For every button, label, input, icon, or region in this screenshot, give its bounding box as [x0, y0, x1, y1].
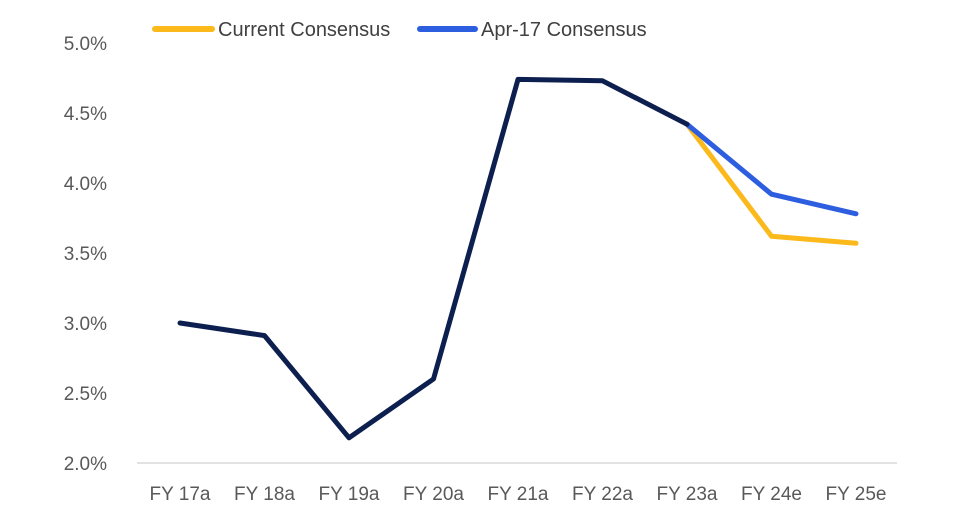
x-tick-label: FY 21a: [488, 484, 549, 505]
x-tick-label: FY 25e: [826, 484, 887, 505]
y-tick-label: 2.5%: [64, 384, 107, 405]
x-tick-label: FY 19a: [319, 484, 380, 505]
x-axis: FY 17a FY 18a FY 19a FY 20a FY 21a FY 22a FY 2…: [150, 484, 887, 505]
y-tick-label: 5.0%: [64, 34, 107, 55]
y-axis: 2.0% 2.5% 3.0% 3.5% 4.0% 4.5% 5.0%: [64, 34, 107, 475]
series-line-apr-17-consensus: [684, 121, 859, 217]
series-line-actual: [177, 76, 690, 441]
x-tick-label: FY 17a: [150, 484, 211, 505]
y-tick-label: 3.5%: [64, 244, 107, 265]
x-tick-label: FY 24e: [741, 484, 802, 505]
legend-label-current-consensus: Current Consensus: [218, 19, 390, 41]
y-tick-label: 4.0%: [64, 174, 107, 195]
x-tick-label: FY 23a: [657, 484, 718, 505]
x-tick-label: FY 22a: [572, 484, 633, 505]
legend: Current Consensus Apr-17 Consensus: [152, 19, 647, 41]
y-tick-label: 2.0%: [64, 454, 107, 475]
y-tick-label: 3.0%: [64, 314, 107, 335]
series-line-current-consensus: [684, 121, 859, 246]
x-tick-label: FY 20a: [403, 484, 464, 505]
x-tick-label: FY 18a: [234, 484, 295, 505]
series-layer: [177, 76, 859, 441]
y-tick-label: 4.5%: [64, 104, 107, 125]
legend-label-apr-17-consensus: Apr-17 Consensus: [481, 19, 647, 41]
